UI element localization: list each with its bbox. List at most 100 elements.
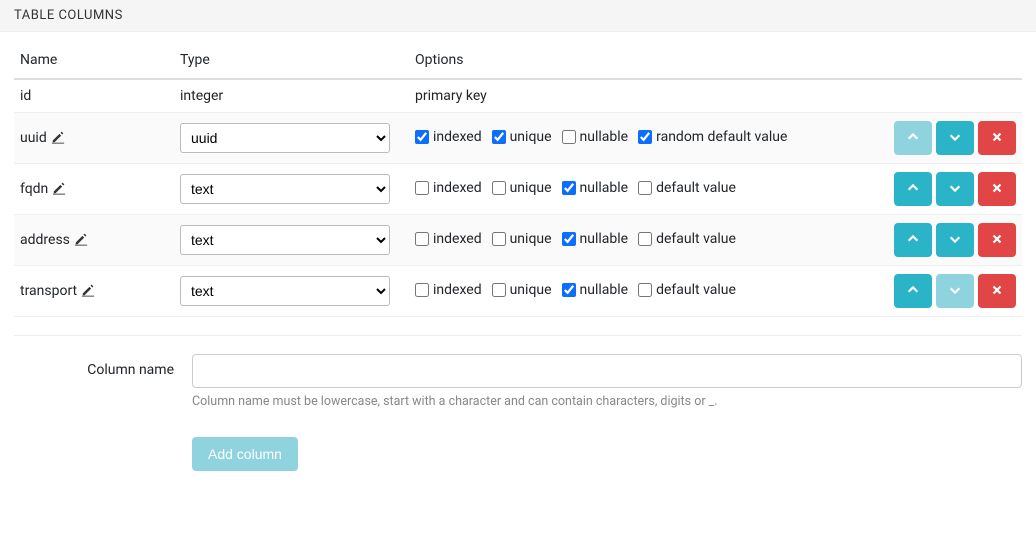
move-up-button[interactable] bbox=[894, 223, 932, 257]
edit-icon[interactable] bbox=[47, 130, 65, 146]
option-label: indexed bbox=[433, 282, 482, 298]
option-default[interactable]: default value bbox=[638, 180, 736, 196]
table-row: uuid uuid indexed unique nullable random defa… bbox=[14, 113, 1022, 164]
column-type-cell: uuid bbox=[174, 113, 409, 164]
column-options-cell: indexed unique nullable default value bbox=[409, 164, 877, 215]
column-name-cell: address bbox=[14, 215, 174, 266]
option-nullable[interactable]: nullable bbox=[562, 180, 629, 196]
table-row: address text indexed unique nullable default … bbox=[14, 215, 1022, 266]
option-unique[interactable]: unique bbox=[492, 180, 552, 196]
checkbox-indexed[interactable] bbox=[415, 283, 429, 297]
edit-icon[interactable] bbox=[48, 181, 66, 197]
column-options-text: primary key bbox=[415, 88, 487, 104]
move-up-button[interactable] bbox=[894, 172, 932, 206]
option-label: random default value bbox=[656, 129, 787, 145]
move-up-button bbox=[894, 121, 932, 155]
panel-header: TABLE COLUMNS bbox=[0, 0, 1036, 32]
delete-button[interactable] bbox=[978, 121, 1016, 155]
type-select[interactable]: text bbox=[180, 276, 390, 306]
column-actions-cell bbox=[877, 266, 1022, 317]
th-type: Type bbox=[174, 42, 409, 79]
option-nullable[interactable]: nullable bbox=[562, 282, 629, 298]
type-select[interactable]: text bbox=[180, 174, 390, 204]
chevron-up-icon bbox=[906, 130, 920, 147]
checkbox-indexed[interactable] bbox=[415, 232, 429, 246]
delete-button[interactable] bbox=[978, 274, 1016, 308]
column-actions-cell bbox=[877, 79, 1022, 113]
checkbox-nullable[interactable] bbox=[562, 232, 576, 246]
column-type-cell: text bbox=[174, 215, 409, 266]
checkbox-default[interactable] bbox=[638, 232, 652, 246]
move-down-button bbox=[936, 274, 974, 308]
option-default[interactable]: default value bbox=[638, 282, 736, 298]
checkbox-default[interactable] bbox=[638, 130, 652, 144]
option-unique[interactable]: unique bbox=[492, 282, 552, 298]
option-indexed[interactable]: indexed bbox=[415, 282, 482, 298]
edit-icon[interactable] bbox=[77, 283, 95, 299]
option-label: indexed bbox=[433, 231, 482, 247]
column-name-input[interactable] bbox=[192, 354, 1022, 388]
column-name-label: Column name bbox=[14, 354, 174, 378]
column-type-cell: text bbox=[174, 164, 409, 215]
column-name: id bbox=[20, 88, 31, 104]
column-options-cell: indexed unique nullable random default valu… bbox=[409, 113, 877, 164]
th-actions bbox=[877, 42, 1022, 79]
column-options-cell: indexed unique nullable default value bbox=[409, 215, 877, 266]
option-default[interactable]: random default value bbox=[638, 129, 787, 145]
delete-button[interactable] bbox=[978, 172, 1016, 206]
column-type-cell: integer bbox=[174, 79, 409, 113]
option-unique[interactable]: unique bbox=[492, 231, 552, 247]
column-type-text: integer bbox=[180, 88, 223, 104]
column-name-cell: uuid bbox=[14, 113, 174, 164]
move-down-button[interactable] bbox=[936, 223, 974, 257]
checkbox-unique[interactable] bbox=[492, 181, 506, 195]
th-options: Options bbox=[409, 42, 877, 79]
option-indexed[interactable]: indexed bbox=[415, 231, 482, 247]
chevron-down-icon bbox=[948, 232, 962, 249]
move-down-button[interactable] bbox=[936, 172, 974, 206]
option-indexed[interactable]: indexed bbox=[415, 129, 482, 145]
option-label: unique bbox=[510, 231, 552, 247]
checkbox-unique[interactable] bbox=[492, 283, 506, 297]
option-label: unique bbox=[510, 282, 552, 298]
column-options-cell: primary key bbox=[409, 79, 877, 113]
option-label: default value bbox=[656, 231, 736, 247]
table-row: transport text indexed unique nullable defaul… bbox=[14, 266, 1022, 317]
option-label: unique bbox=[510, 129, 552, 145]
type-select[interactable]: uuid bbox=[180, 123, 390, 153]
move-up-button[interactable] bbox=[894, 274, 932, 308]
add-column-form: Column name Column name must be lowercas… bbox=[14, 354, 1022, 471]
option-label: indexed bbox=[433, 129, 482, 145]
checkbox-indexed[interactable] bbox=[415, 181, 429, 195]
column-actions-cell bbox=[877, 215, 1022, 266]
option-unique[interactable]: unique bbox=[492, 129, 552, 145]
chevron-up-icon bbox=[906, 232, 920, 249]
th-name: Name bbox=[14, 42, 174, 79]
option-default[interactable]: default value bbox=[638, 231, 736, 247]
column-name: address bbox=[20, 232, 70, 248]
move-down-button[interactable] bbox=[936, 121, 974, 155]
delete-button[interactable] bbox=[978, 223, 1016, 257]
add-column-button[interactable]: Add column bbox=[192, 437, 298, 471]
column-name: uuid bbox=[20, 130, 47, 146]
edit-icon[interactable] bbox=[70, 232, 88, 248]
option-nullable[interactable]: nullable bbox=[562, 231, 629, 247]
checkbox-nullable[interactable] bbox=[562, 283, 576, 297]
checkbox-unique[interactable] bbox=[492, 232, 506, 246]
option-indexed[interactable]: indexed bbox=[415, 180, 482, 196]
type-select[interactable]: text bbox=[180, 225, 390, 255]
option-nullable[interactable]: nullable bbox=[562, 129, 629, 145]
checkbox-nullable[interactable] bbox=[562, 181, 576, 195]
checkbox-default[interactable] bbox=[638, 181, 652, 195]
option-label: nullable bbox=[580, 282, 629, 298]
checkbox-unique[interactable] bbox=[492, 130, 506, 144]
checkbox-default[interactable] bbox=[638, 283, 652, 297]
checkbox-nullable[interactable] bbox=[562, 130, 576, 144]
column-options-cell: indexed unique nullable default value bbox=[409, 266, 877, 317]
column-name: transport bbox=[20, 283, 77, 299]
column-name-cell: fqdn bbox=[14, 164, 174, 215]
column-name-help: Column name must be lowercase, start wit… bbox=[192, 394, 1022, 409]
checkbox-indexed[interactable] bbox=[415, 130, 429, 144]
column-name-cell: transport bbox=[14, 266, 174, 317]
option-label: unique bbox=[510, 180, 552, 196]
